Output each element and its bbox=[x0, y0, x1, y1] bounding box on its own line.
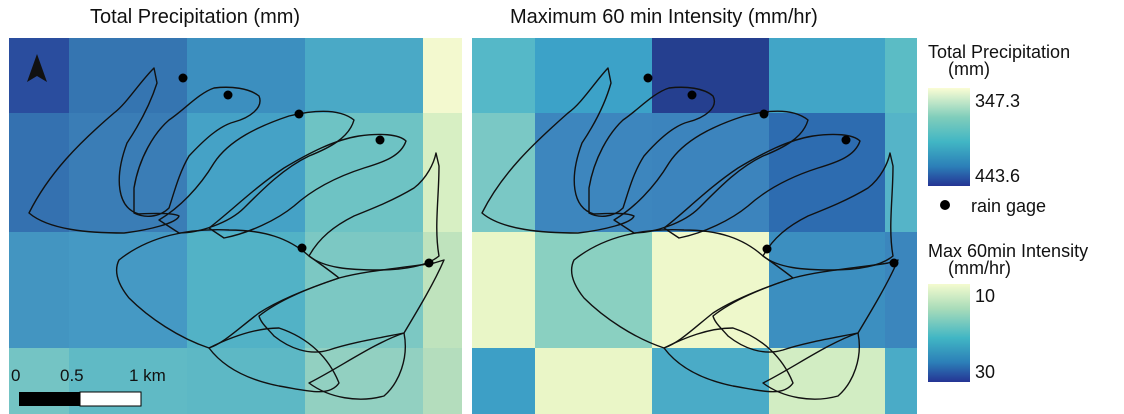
intensity-legend-max: 30 bbox=[975, 362, 996, 382]
precip-legend-max: 443.6 bbox=[975, 166, 1021, 186]
scale-label-0-5: 0.5 bbox=[60, 366, 84, 385]
intensity-map-svg bbox=[472, 38, 917, 414]
precip-map-svg bbox=[9, 38, 462, 414]
precip-map: 0 0.5 1 km bbox=[9, 38, 462, 414]
precip-legend-title-line1: Total Precipitation bbox=[928, 42, 1071, 62]
intensity-legend-title-line2: (mm/hr) bbox=[948, 258, 1011, 278]
intensity-legend-min: 10 bbox=[975, 286, 996, 306]
precip-legend-title: Total Precipitation (mm) bbox=[928, 42, 1071, 79]
intensity-legend-title: Max 60min Intensity (mm/hr) bbox=[928, 241, 1089, 278]
precip-map-title: Total Precipitation (mm) bbox=[90, 6, 301, 28]
scale-bar bbox=[19, 391, 142, 407]
precip-legend-title-line2: (mm) bbox=[948, 59, 990, 79]
precip-north-arrow bbox=[27, 54, 47, 82]
intensity-map-title: Maximum 60 min Intensity (mm/hr) bbox=[510, 6, 818, 28]
intensity-gage-points bbox=[643, 73, 899, 268]
precip-grid bbox=[9, 38, 462, 414]
precip-gage-points bbox=[178, 73, 434, 268]
intensity-legend-title-line1: Max 60min Intensity bbox=[928, 241, 1089, 261]
intensity-watershed-boundaries bbox=[481, 67, 899, 400]
scale-label-0: 0 bbox=[11, 366, 21, 385]
rain-gage-legend-icon bbox=[940, 200, 950, 210]
watershed-boundaries bbox=[28, 67, 445, 400]
precip-legend-bar bbox=[928, 88, 970, 186]
scale-label-1km: 1 km bbox=[129, 366, 166, 385]
rain-gage-legend-label: rain gage bbox=[971, 196, 1047, 216]
precip-legend-min: 347.3 bbox=[975, 91, 1021, 111]
intensity-grid bbox=[472, 38, 917, 414]
intensity-map bbox=[472, 38, 917, 414]
intensity-legend-bar bbox=[928, 284, 970, 382]
